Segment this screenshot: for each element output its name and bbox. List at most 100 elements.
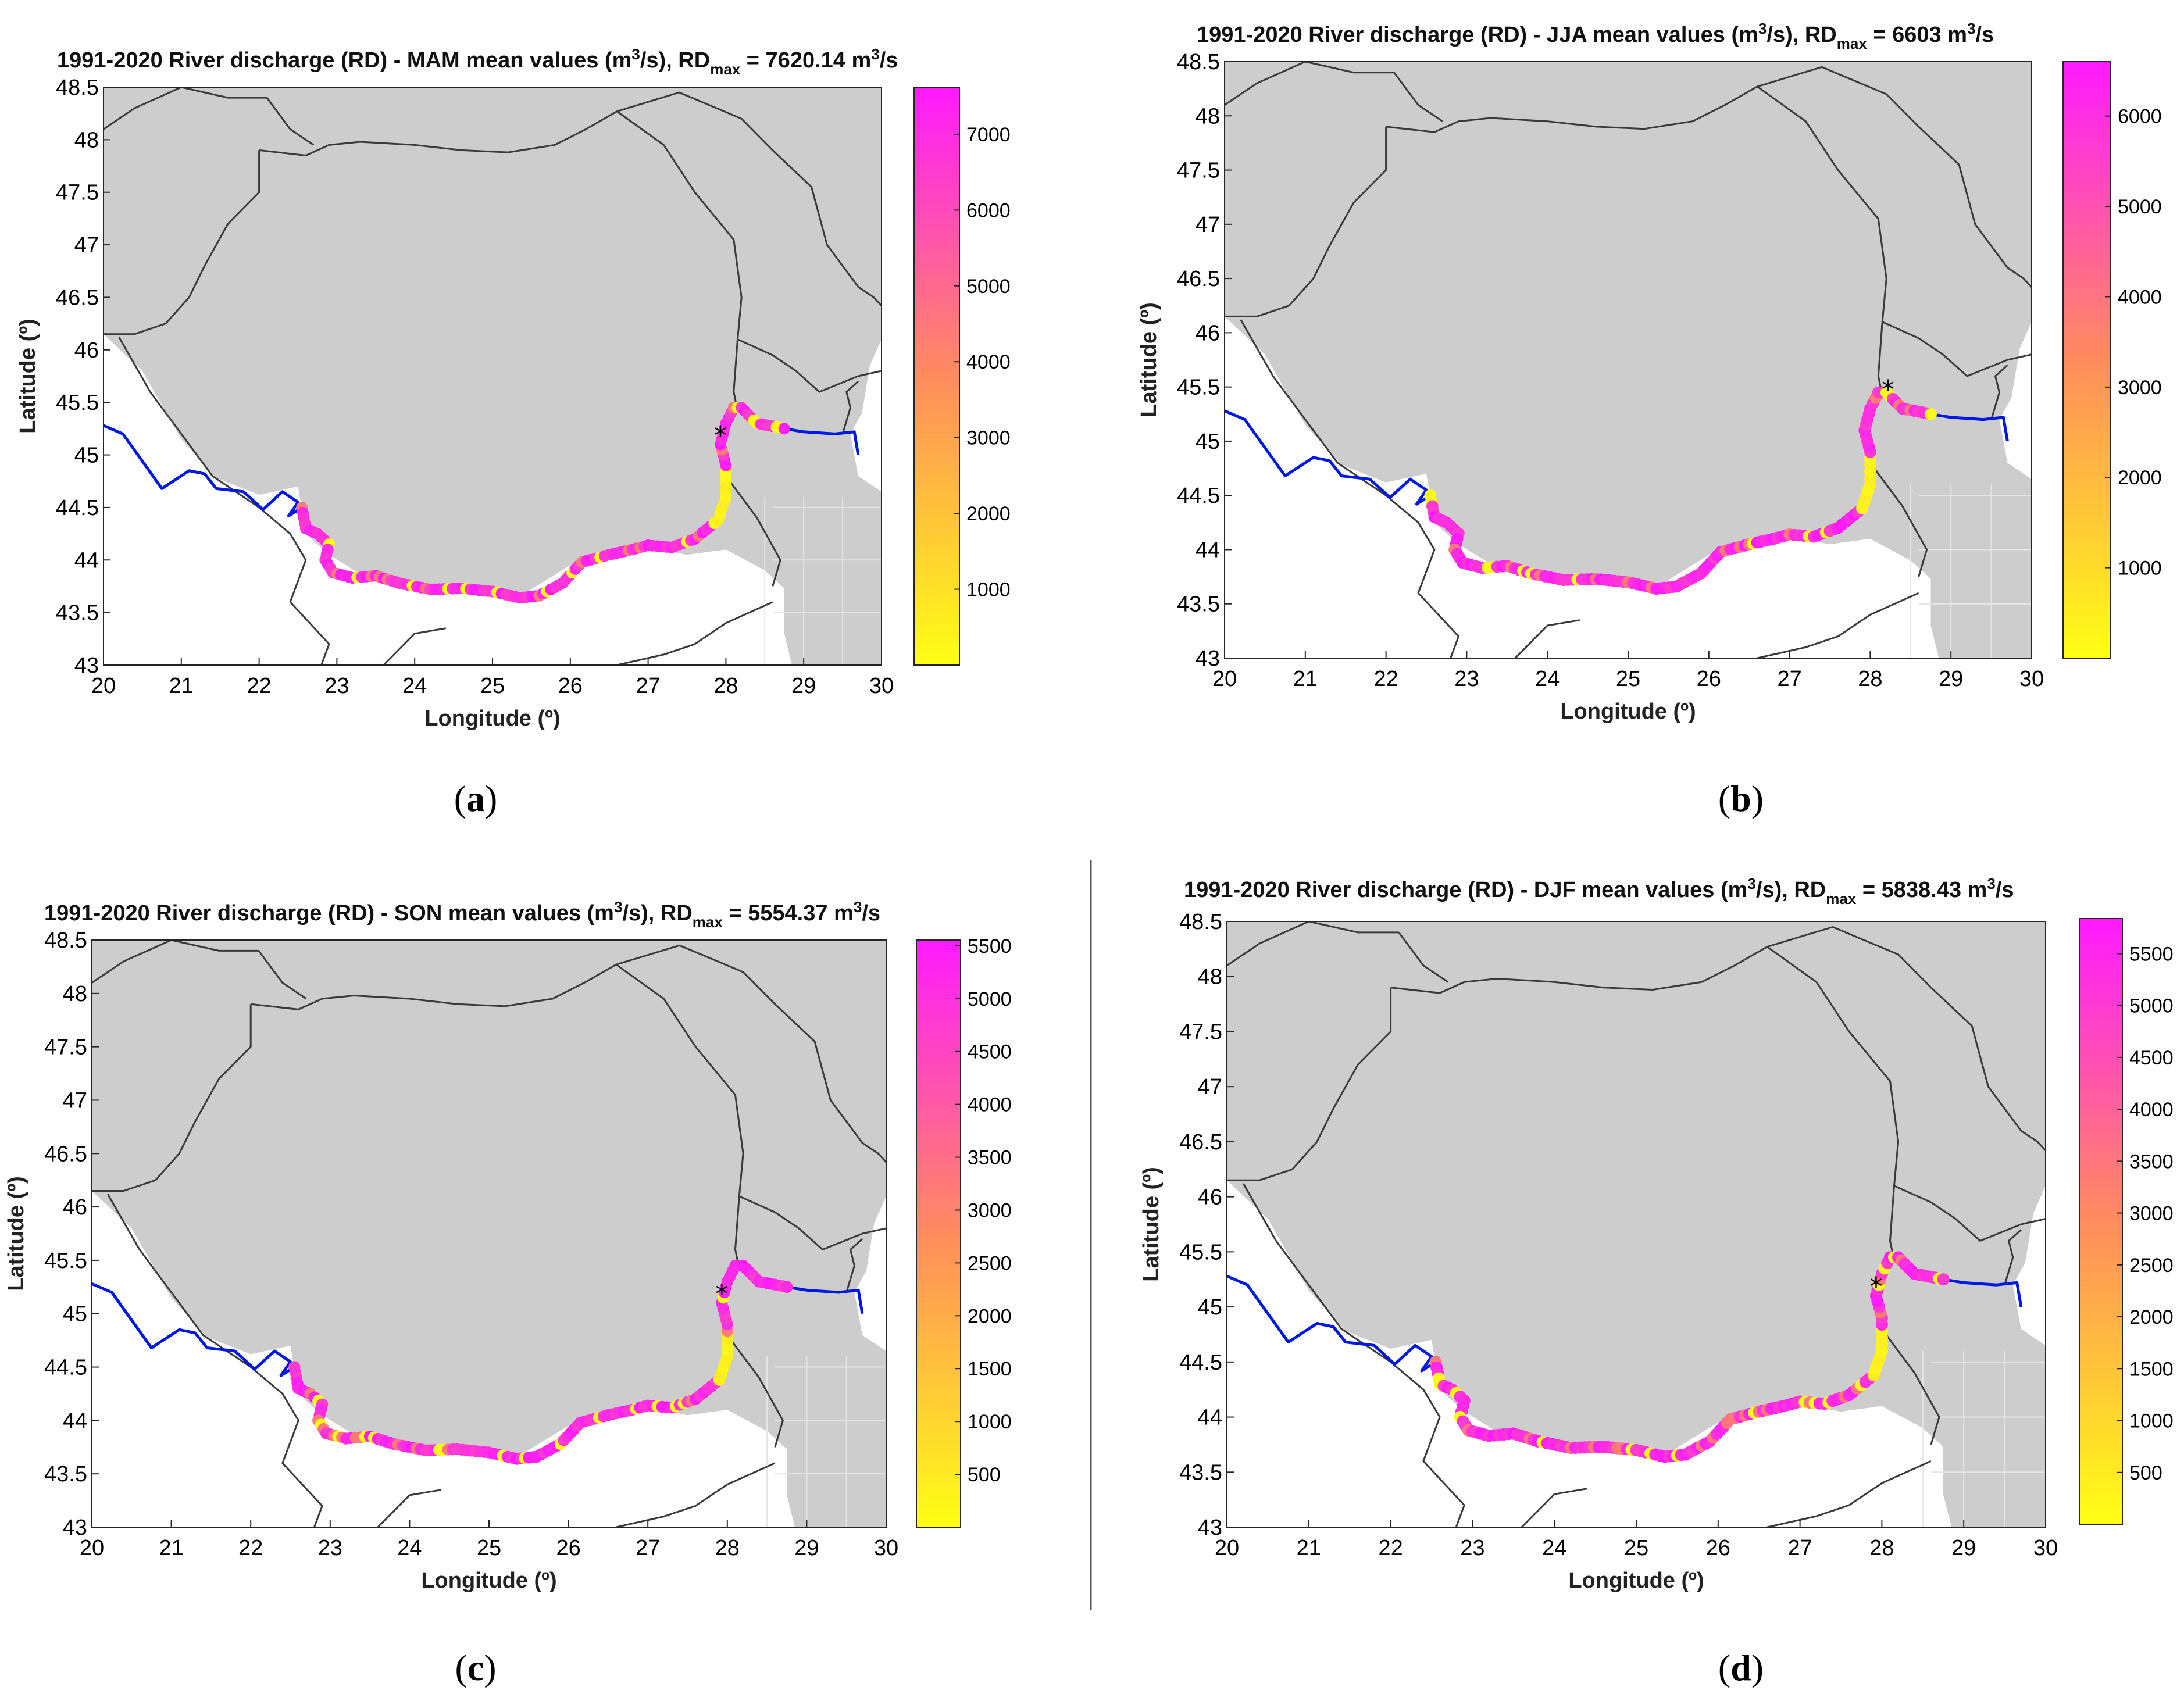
country-border: [1757, 592, 1919, 658]
x-tick-label: 30: [869, 674, 894, 698]
chart-title: 1991-2020 River discharge (RD) - JJA mea…: [1197, 20, 1994, 52]
danube-river-line: [104, 424, 303, 517]
panel-label: (b): [1718, 778, 1764, 819]
x-tick-label: 26: [558, 674, 583, 698]
title-text: 1991-2020 River discharge (RD) - SON mea…: [44, 901, 614, 926]
country-border: [616, 601, 773, 665]
country-border: [1225, 62, 1394, 106]
title-superscript: 3: [1987, 875, 1995, 892]
title-text: /s), RD: [622, 901, 692, 926]
y-tick-label: 44: [74, 548, 99, 573]
x-tick-label: 24: [1542, 1536, 1566, 1560]
y-tick-label: 48: [63, 982, 87, 1006]
colorbar-tick-label: 4000: [2118, 286, 2162, 308]
colorbar-tick-label: 2000: [2118, 467, 2162, 489]
x-tick-label: 21: [1293, 667, 1318, 691]
y-tick-label: 43.5: [44, 1462, 87, 1487]
colorbar-tick-label: 3000: [966, 427, 1011, 449]
max-discharge-marker: *: [714, 421, 727, 451]
colorbar-tick-label: 4000: [2129, 1099, 2174, 1121]
y-axis-label: Latitude (º): [16, 319, 40, 434]
colorbar-tick-label: 500: [968, 1464, 1001, 1486]
y-tick-label: 43: [1196, 646, 1220, 671]
y-tick-label: 45: [63, 1302, 87, 1327]
y-tick-label: 47.5: [1179, 1020, 1222, 1044]
map-layer: *: [1227, 921, 2046, 1527]
country-border: [1893, 1185, 2046, 1242]
country-border: [1757, 66, 2032, 288]
y-tick-label: 46.5: [1179, 1130, 1222, 1155]
land-area: [92, 940, 886, 1527]
colorbar-tick-label: 2500: [968, 1252, 1012, 1274]
y-tick-label: 44: [1198, 1406, 1222, 1430]
x-tick-label: 28: [715, 1536, 740, 1560]
country-border: [616, 91, 882, 306]
x-tick-label: 20: [91, 674, 116, 698]
chart-panel-d: * 20 21 22 23 24 25 26 27 28 29 30 43 43.5 44 44.5 45 45.…: [1139, 875, 2174, 1688]
chart-title: 1991-2020 River discharge (RD) - DJF mea…: [1184, 875, 2014, 907]
title-text: /s: [1975, 23, 1994, 47]
chart-panel-c: * 20 21 22 23 24 25 26 27 28 29 30 43 43.5 44 44.5 45 45.…: [4, 898, 1012, 1688]
panel-label: (c): [455, 1647, 496, 1688]
chart-panel-b: * 20 21 22 23 24 25 26 27 28 29 30 43 43.5 44 44.5 45 45.…: [1137, 20, 2162, 819]
y-tick-label: 45: [74, 444, 99, 468]
country-border: [737, 338, 882, 393]
x-tick-label: 25: [480, 674, 505, 698]
colorbar-tick-label: 3000: [2118, 377, 2162, 399]
colorbar: [2062, 61, 2111, 659]
panel-label: (d): [1718, 1647, 1764, 1688]
country-border: [1227, 921, 1399, 967]
x-tick-label: 27: [1777, 667, 1801, 691]
y-tick-label: 43.5: [1177, 592, 1220, 617]
y-tick-label: 48.5: [56, 76, 99, 100]
x-tick-label: 23: [1454, 667, 1479, 691]
max-discharge-marker: *: [1882, 375, 1894, 405]
max-discharge-marker: *: [715, 1280, 728, 1309]
discharge-point: [778, 423, 790, 435]
title-superscript: 3: [871, 45, 879, 63]
colorbar-tick-label: 2000: [2129, 1306, 2174, 1328]
colorbar-tick-label: 5500: [968, 935, 1012, 957]
x-tick-label: 26: [556, 1536, 580, 1560]
chart-title: 1991-2020 River discharge (RD) - MAM mea…: [57, 45, 898, 78]
discharge-point: [1925, 408, 1937, 420]
map-layer: *: [1225, 62, 2032, 658]
y-tick-label: 45.5: [1177, 376, 1220, 400]
y-tick-label: 48: [74, 128, 99, 152]
title-text: = 5838.43 m: [1856, 878, 1987, 902]
colorbar-tick-label: 4000: [968, 1094, 1012, 1116]
country-border: [1398, 932, 1449, 983]
country-border: [383, 627, 446, 665]
country-border: [104, 150, 260, 335]
colorbar-tick-label: 4000: [966, 351, 1011, 373]
x-tick-label: 20: [80, 1536, 104, 1560]
country-border: [1767, 926, 2046, 1152]
x-axis-label: Longitude (º): [1568, 1568, 1704, 1593]
y-tick-label: 45.5: [1179, 1240, 1222, 1264]
x-tick-label: 22: [1373, 667, 1398, 691]
y-tick-label: 46.5: [44, 1142, 87, 1166]
y-tick-label: 48.5: [1179, 910, 1222, 934]
colorbar-tick-label: 5000: [966, 276, 1011, 298]
y-tick-label: 46.5: [56, 285, 99, 310]
x-tick-label: 25: [1624, 1536, 1648, 1560]
title-subscript: max: [1837, 35, 1868, 52]
x-tick-label: 24: [397, 1536, 422, 1560]
y-tick-label: 43: [1198, 1516, 1222, 1540]
colorbar-tick-label: 4500: [968, 1041, 1012, 1063]
y-tick-label: 48.5: [1177, 50, 1220, 74]
y-tick-label: 43.5: [1179, 1460, 1222, 1485]
y-tick-label: 46: [1196, 321, 1220, 345]
y-tick-label: 43: [74, 653, 99, 678]
x-tick-label: 30: [2033, 1536, 2058, 1560]
x-tick-label: 29: [1939, 667, 1963, 691]
country-border: [2004, 1229, 2022, 1285]
title-text: /s), RD: [640, 48, 710, 73]
y-axis-label: Latitude (º): [1139, 1167, 1164, 1282]
y-tick-label: 44: [63, 1409, 87, 1433]
country-border: [1514, 619, 1580, 658]
x-axis-label: Longitude (º): [421, 1568, 556, 1593]
country-border: [92, 940, 259, 984]
colorbar-tick-label: 1000: [968, 1411, 1012, 1433]
